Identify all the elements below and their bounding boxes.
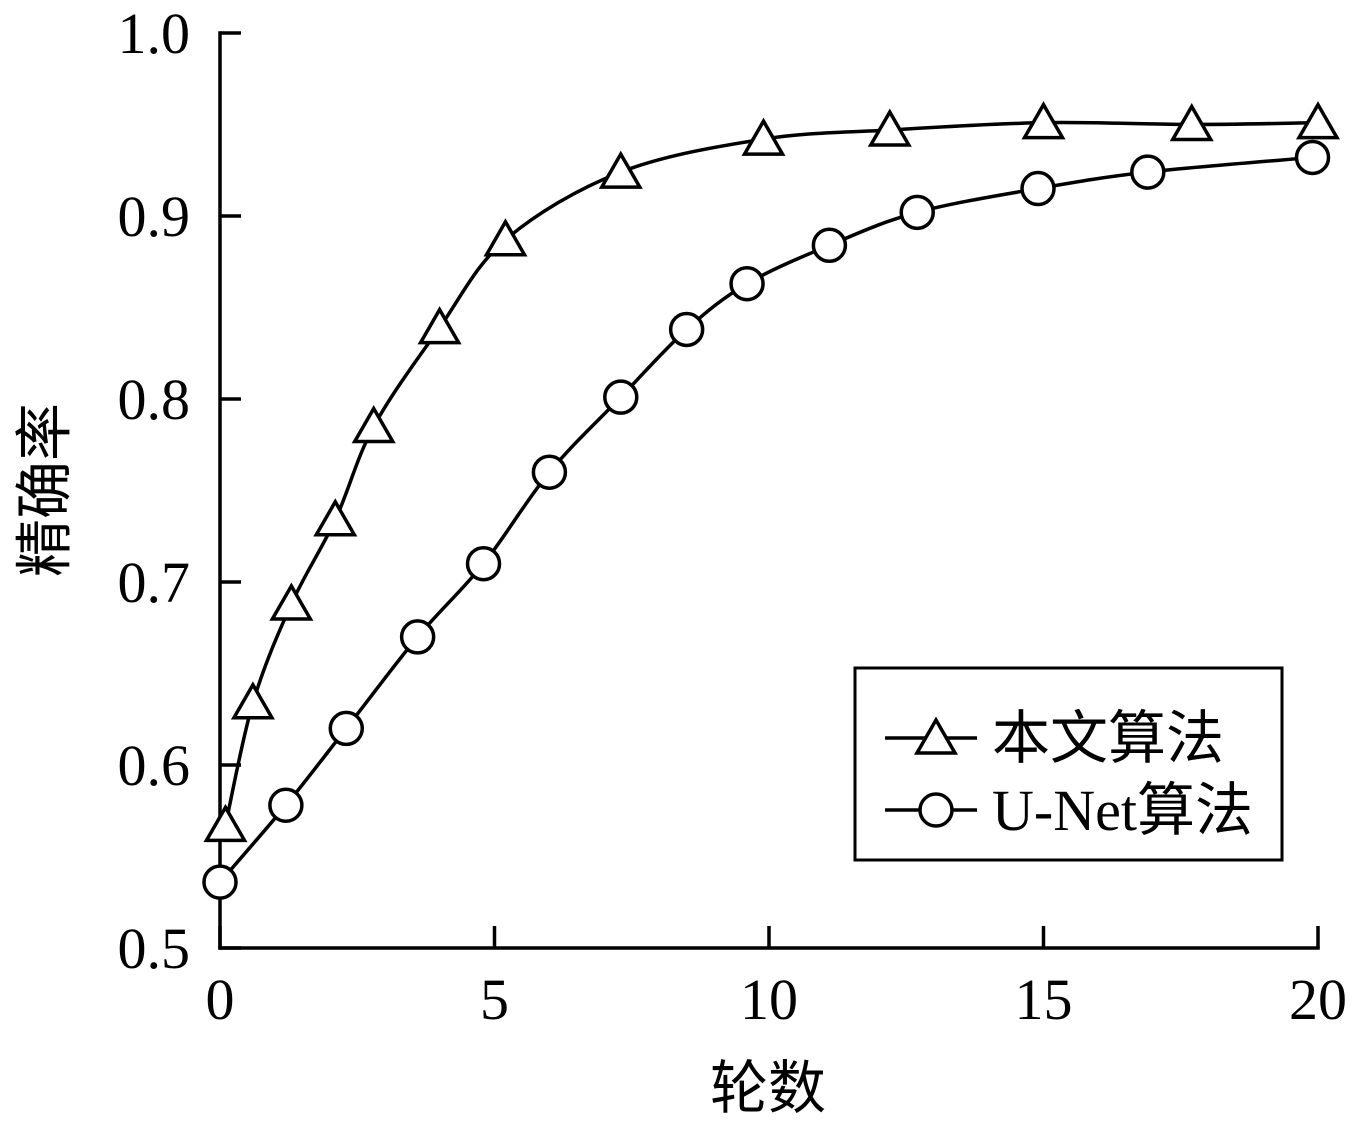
- series-1-triangle-point: [313, 498, 358, 537]
- series-2-circle-point: [399, 619, 436, 655]
- series-2-circle-point: [811, 227, 848, 264]
- x-tick-label: 15: [1015, 967, 1073, 1032]
- series-1-triangle-point: [269, 582, 314, 621]
- series-1-triangle-point: [417, 306, 462, 345]
- legend: 本文算法 U-Net算法: [853, 666, 1284, 862]
- series-2-circle-point: [1294, 139, 1331, 176]
- series-2-circle-point: [899, 194, 935, 231]
- series-2-circle-point: [729, 265, 765, 302]
- x-tick-label: 20: [1289, 967, 1347, 1032]
- legend-item-series-1: 本文算法: [885, 706, 1224, 771]
- legend-box: [853, 666, 1284, 862]
- series-1-triangle-point: [1295, 101, 1341, 140]
- axis-ticks: 0.5 0.6 0.7 0.8 0.9 1.0 0 5 10 15 20: [118, 1, 1348, 1032]
- series-1-triangle-point: [230, 681, 275, 720]
- legend-label: 本文算法: [992, 706, 1224, 771]
- series-1-triangle-point: [1021, 101, 1066, 140]
- legend-circle-marker: [918, 792, 954, 828]
- x-tick-label: 10: [740, 967, 798, 1032]
- series-2-circle-point: [531, 454, 568, 490]
- y-tick-label: 0.7: [118, 550, 191, 615]
- y-tick-label: 0.8: [118, 367, 191, 432]
- series-2-circle-point: [603, 379, 639, 415]
- y-tick-label: 1.0: [118, 1, 191, 66]
- series-1-triangle-point: [483, 218, 528, 257]
- x-axis-label: 轮数: [710, 1056, 826, 1121]
- series-2-circle-point: [202, 864, 238, 900]
- series-1-triangle-point: [203, 803, 248, 843]
- series-2-circle-point: [268, 787, 304, 824]
- series-2-circle-point: [465, 545, 502, 582]
- series-1-triangle-point: [867, 108, 912, 147]
- series-1-triangle-point: [351, 404, 396, 444]
- y-tick-label: 0.5: [118, 916, 191, 981]
- series-2-circle-point: [1130, 154, 1166, 190]
- legend-item-series-2: U-Net算法: [885, 778, 1253, 843]
- x-tick-label: 5: [480, 967, 509, 1032]
- y-axis-label: 精确率: [13, 403, 78, 577]
- plot-area: [202, 101, 1341, 900]
- series-2-circle-point: [328, 710, 365, 747]
- y-tick-label: 0.9: [118, 184, 191, 249]
- series-1-triangle-point: [741, 117, 786, 156]
- y-tick-label: 0.6: [118, 733, 191, 798]
- legend-triangle-marker: [913, 716, 959, 755]
- legend-label: U-Net算法: [992, 778, 1253, 843]
- x-tick-label: 0: [206, 967, 235, 1032]
- series-1-triangle-point: [598, 150, 643, 189]
- series-2-circle-point: [1020, 170, 1056, 207]
- series-2-circle-point: [668, 311, 705, 348]
- series-1-triangle-point: [1169, 102, 1214, 142]
